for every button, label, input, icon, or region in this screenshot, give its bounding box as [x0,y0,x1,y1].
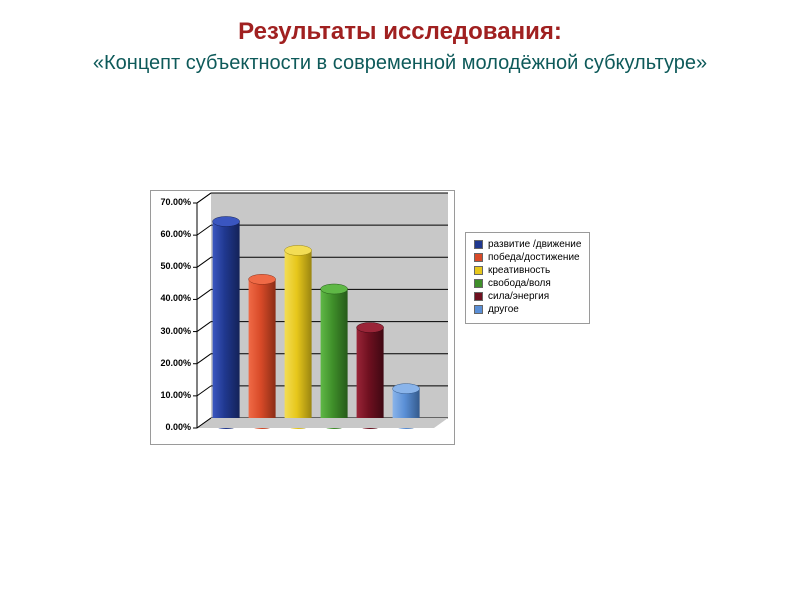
legend-label: другое [488,304,519,315]
legend-item: креативность [474,265,581,276]
legend-label: сила/энергия [488,291,549,302]
legend-swatch [474,253,483,262]
legend-label: свобода/воля [488,278,551,289]
legend-item: свобода/воля [474,278,581,289]
slide-title: Результаты исследования: [0,18,800,46]
legend-swatch [474,240,483,249]
legend-item: победа/достижение [474,252,581,263]
legend-label: победа/достижение [488,252,580,263]
legend-label: развитие /движение [488,239,581,250]
chart-legend: развитие /движение победа/достижение креат… [465,232,590,324]
legend-swatch [474,292,483,301]
legend-item: развитие /движение [474,239,581,250]
legend-item: другое [474,304,581,315]
legend-swatch [474,266,483,275]
slide-container: Результаты исследования: «Концепт субъек… [0,0,800,600]
bar-chart: 0.00%10.00%20.00%30.00%40.00%50.00%60.00… [150,190,455,445]
legend-label: креативность [488,265,550,276]
legend-swatch [474,279,483,288]
legend-item: сила/энергия [474,291,581,302]
slide-subtitle: «Концепт субъектности в современной моло… [0,52,800,75]
legend-swatch [474,305,483,314]
